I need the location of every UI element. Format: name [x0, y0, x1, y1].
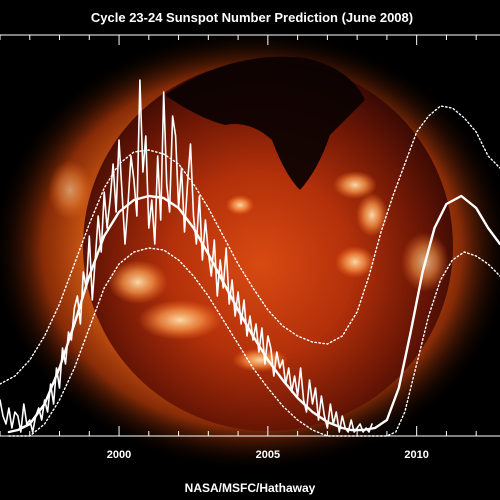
sun-image — [0, 28, 500, 472]
series-line-upper-dotted — [0, 105, 500, 385]
x-tick-label-2010: 2010 — [404, 449, 428, 461]
series-line-lower-dotted — [8, 247, 500, 437]
x-tick-label-2005: 2005 — [256, 449, 280, 461]
chart-title: Cycle 23-24 Sunspot Number Prediction (J… — [91, 10, 413, 25]
x-ticks: 2000 2005 2010 — [0, 35, 477, 461]
series-line-smoothed-thick — [7, 194, 500, 434]
x-tick-label-2000: 2000 — [107, 449, 131, 461]
series-line-monthly-jagged — [0, 79, 373, 433]
series-layer — [0, 79, 500, 437]
coronal-hole — [165, 56, 365, 191]
credit-label: NASA/MSFC/Hathaway — [185, 481, 316, 495]
